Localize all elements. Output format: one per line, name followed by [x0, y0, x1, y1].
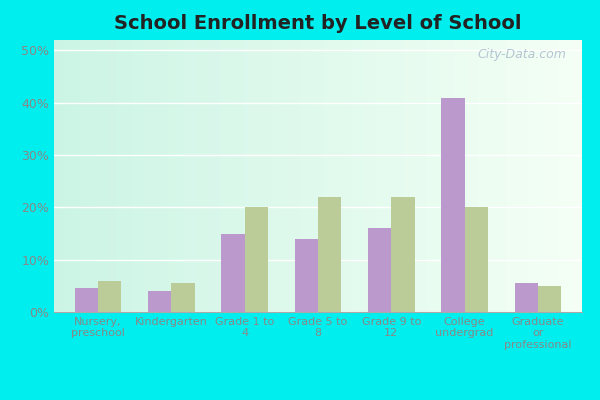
Legend: Blue Earth County, Minnesota: Blue Earth County, Minnesota — [184, 397, 452, 400]
Bar — [391, 197, 415, 312]
Bar — [538, 286, 562, 312]
Bar — [172, 283, 195, 312]
Bar — [74, 288, 98, 312]
Bar — [318, 197, 341, 312]
Title: School Enrollment by Level of School: School Enrollment by Level of School — [114, 14, 522, 33]
Bar — [368, 228, 391, 312]
Bar — [148, 291, 172, 312]
Bar — [441, 98, 464, 312]
Text: City-Data.com: City-Data.com — [477, 48, 566, 61]
Bar — [245, 207, 268, 312]
Bar — [464, 207, 488, 312]
Bar — [295, 239, 318, 312]
Bar — [515, 283, 538, 312]
Bar — [221, 234, 245, 312]
Bar — [98, 281, 121, 312]
